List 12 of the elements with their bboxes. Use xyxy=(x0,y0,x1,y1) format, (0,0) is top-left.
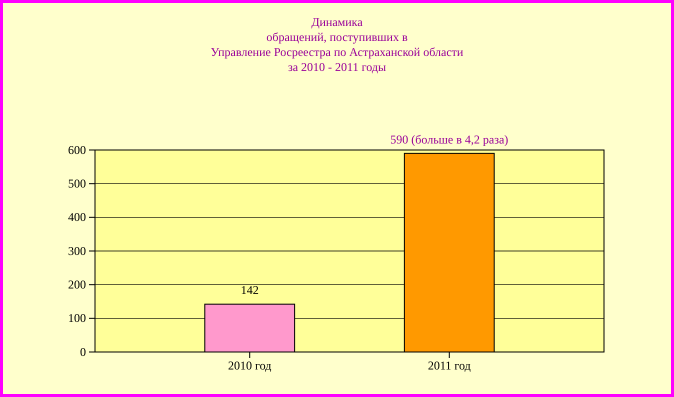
y-tick-label: 400 xyxy=(68,210,86,224)
data-label: 590 (больше в 4,2 раза) xyxy=(390,132,508,146)
y-tick-label: 0 xyxy=(80,344,86,359)
y-tick-label: 500 xyxy=(68,176,86,191)
x-tick-label: 2011 год xyxy=(428,358,471,373)
x-tick-label: 2010 год xyxy=(228,358,272,373)
y-tick-label: 600 xyxy=(68,142,86,157)
y-tick-label: 200 xyxy=(68,278,86,292)
y-tick-label: 300 xyxy=(68,244,86,258)
chart-title: Динамика обращений, поступивших в Управление Росреестра по Астраханской области за 2010 - 2011 годы xyxy=(210,15,464,74)
y-tick-label: 100 xyxy=(68,311,86,326)
data-label: 142 xyxy=(240,283,259,298)
